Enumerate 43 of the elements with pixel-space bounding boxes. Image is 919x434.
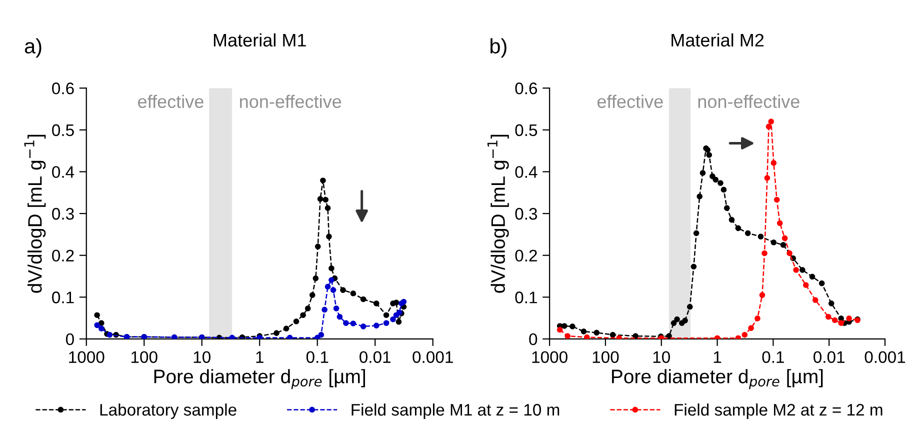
y-tick-label: 0.3 — [515, 208, 538, 220]
legend-label: Laboratory sample — [100, 403, 236, 419]
x-tick-label: 0.01 — [814, 351, 844, 363]
legend-label: Field sample M2 at z = 12 m — [674, 403, 882, 419]
y-tick-label: 0.3 — [52, 208, 74, 220]
y-tick-label: 0.2 — [515, 250, 537, 262]
y-tick-label: 0.4 — [515, 166, 538, 178]
x-tick-label: 0.001 — [864, 351, 906, 363]
y-tick-label: 0.4 — [52, 166, 74, 178]
x-tick-label: 0.1 — [306, 351, 328, 363]
x-tick-label: 10 — [653, 351, 670, 363]
y-tick-label: 0 — [529, 333, 538, 346]
y-tick-label: 0.5 — [515, 124, 538, 136]
y-tick-label: 0.1 — [52, 292, 74, 304]
y-tick-label: 0.6 — [52, 82, 74, 94]
y-tick-label: 0.2 — [52, 250, 74, 262]
chart-title: Material M2 — [672, 33, 764, 47]
x-axis-title: Pore diameter d$_{pore}$ [µm] — [154, 369, 365, 390]
y-tick-label: 0.5 — [52, 124, 74, 136]
text: a) — [24, 38, 42, 58]
text: b) — [490, 38, 506, 58]
x-tick-label: 10 — [194, 351, 210, 363]
x-tick-label: 1 — [256, 351, 264, 363]
x-tick-label: 1000 — [532, 351, 568, 363]
chart-title: Material M1 — [214, 33, 306, 47]
annotation: non-effective — [240, 94, 342, 108]
x-tick-label: 1000 — [69, 351, 104, 363]
x-tick-label: 0.01 — [360, 351, 391, 363]
legend-label: Field sample M1 at z = 10 m — [352, 403, 560, 419]
x-tick-label: 100 — [592, 351, 619, 363]
y-axis-title: dV/dlogD [mL g$^{−1}$] — [487, 134, 509, 293]
x-tick-label: 0.001 — [412, 351, 453, 363]
y-tick-label: 0 — [66, 333, 74, 346]
annotation: effective — [138, 94, 204, 108]
y-axis-title: dV/dlogD [mL g$^{−1}$] — [24, 134, 46, 293]
x-tick-label: 1 — [714, 351, 722, 363]
y-tick-label: 0.6 — [515, 82, 538, 94]
annotation: effective — [597, 94, 663, 108]
y-tick-label: 0.1 — [515, 292, 537, 304]
x-tick-label: 100 — [132, 351, 158, 363]
annotation: non-effective — [698, 94, 800, 108]
x-tick-label: 0.1 — [762, 351, 784, 363]
x-axis-title: Pore diameter d$_{pore}$ [µm] — [612, 369, 823, 390]
